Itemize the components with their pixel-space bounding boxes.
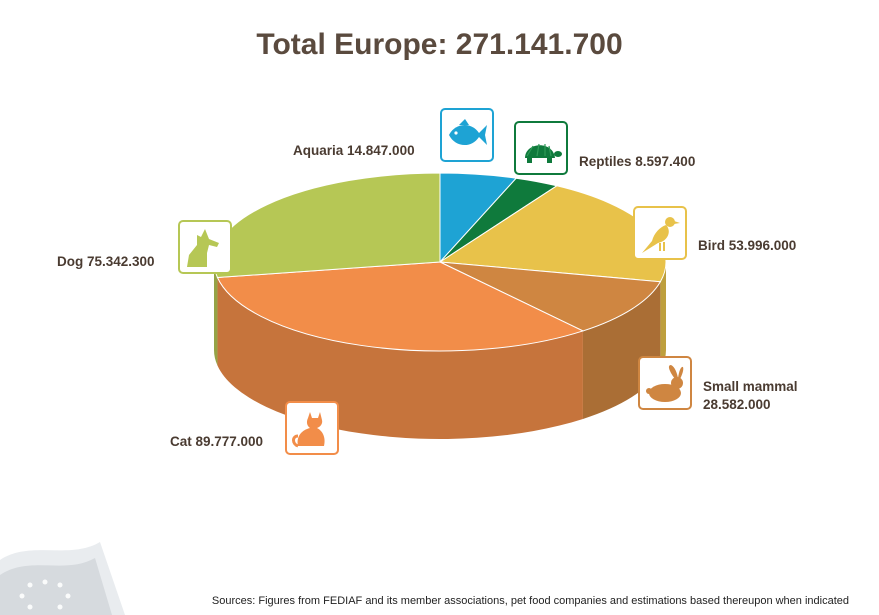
dog-icon bbox=[178, 220, 232, 274]
pie-slice-small-mammal bbox=[439, 261, 662, 332]
label-cat: Cat 89.777.000 bbox=[170, 434, 264, 449]
rabbit-icon bbox=[638, 356, 692, 410]
eu-flag-decoration bbox=[0, 542, 125, 615]
pie-slice-cat bbox=[216, 261, 585, 352]
label-small-mammal-name: Small mammal bbox=[703, 379, 798, 394]
label-reptiles: Reptiles 8.597.400 bbox=[579, 154, 696, 169]
source-footnote: Sources: Figures from FEDIAF and its mem… bbox=[211, 595, 849, 607]
pie-slice-dog bbox=[213, 172, 441, 279]
chart-title: Total Europe: 271.141.700 bbox=[256, 28, 623, 61]
pie-side-bird bbox=[660, 262, 666, 370]
label-bird: Bird 53.996.000 bbox=[698, 238, 797, 253]
label-dog: Dog 75.342.300 bbox=[57, 254, 155, 269]
cat-icon bbox=[285, 401, 339, 455]
bird-icon bbox=[633, 206, 687, 260]
label-aquaria: Aquaria 14.847.000 bbox=[293, 143, 415, 158]
fish-icon bbox=[440, 108, 494, 162]
turtle-icon bbox=[514, 121, 568, 175]
pie-side-dog bbox=[214, 262, 218, 366]
label-small-mammal-value: 28.582.000 bbox=[703, 397, 771, 412]
pie-side-cat bbox=[217, 277, 583, 439]
